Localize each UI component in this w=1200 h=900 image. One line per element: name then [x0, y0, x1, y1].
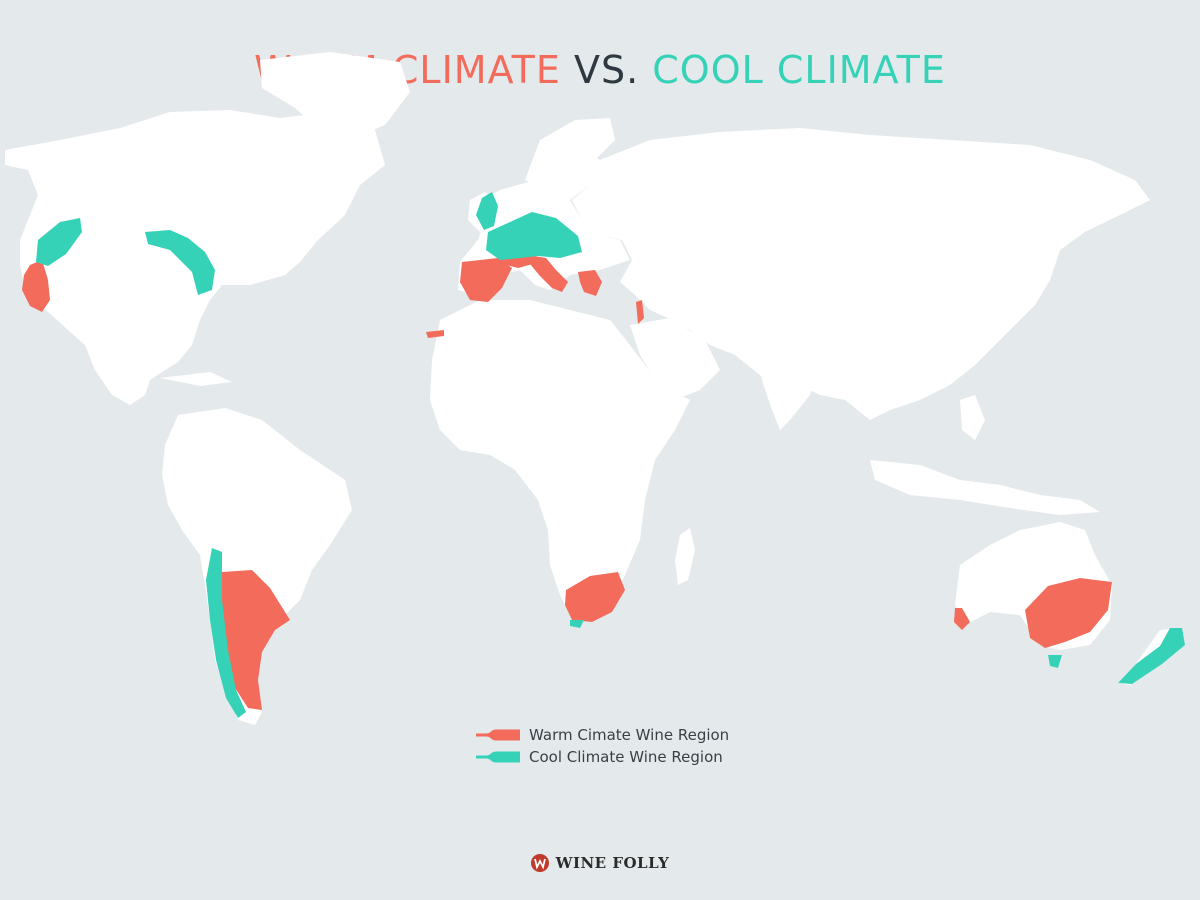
wine-folly-logo-icon — [530, 854, 549, 872]
cool-region-england — [476, 192, 498, 230]
warm-region-south-east-australia — [1025, 578, 1112, 648]
legend-item-cool: Cool Climate Wine Region — [476, 746, 729, 768]
legend-warm-label: Warm Cimate Wine Region — [529, 726, 730, 744]
warm-region-canary-islands — [426, 330, 444, 338]
warm-region-spain — [460, 258, 512, 302]
landmass-india — [760, 345, 820, 430]
warm-region-argentina — [218, 570, 290, 710]
landmass-indonesia — [870, 460, 1100, 515]
landmass-asia — [572, 128, 1150, 420]
title-cool: COOL CLIMATE — [652, 48, 946, 92]
landmass-south-america — [162, 408, 352, 725]
warm-region-western-australia — [954, 608, 970, 630]
landmass-arabia — [630, 318, 720, 400]
landmass-scandinavia — [525, 118, 615, 190]
cool-region-northern-france-germany — [486, 212, 582, 260]
bottle-icon-cool — [476, 751, 520, 763]
landmass-greenland — [260, 52, 410, 142]
warm-region-south-africa — [565, 572, 625, 622]
warm-region-italy — [530, 256, 568, 292]
legend-cool-label: Cool Climate Wine Region — [529, 748, 723, 766]
warm-region-california — [22, 260, 50, 312]
title-vs: VS. — [573, 48, 640, 92]
cool-region-tasmania — [1048, 655, 1062, 668]
cool-region-great-lakes — [145, 230, 215, 295]
brand: WINE FOLLY — [0, 854, 1200, 872]
landmass-africa — [430, 300, 690, 620]
landmass-madagascar — [675, 528, 695, 585]
cool-region-western-cape — [570, 620, 584, 628]
landmass-japan — [1025, 230, 1058, 290]
landmass-philippines — [960, 395, 985, 440]
warm-region-israel — [636, 300, 644, 324]
legend: Warm Cimate Wine Region Cool Climate Win… — [476, 724, 729, 768]
bottle-icon-warm — [476, 729, 520, 741]
cool-region-oregon-washington — [36, 218, 82, 266]
brand-name: WINE FOLLY — [555, 854, 670, 872]
cool-region-chile — [206, 548, 246, 718]
cool-region-new-zealand — [1118, 628, 1185, 684]
legend-item-warm: Warm Cimate Wine Region — [476, 724, 729, 746]
landmass-caribbean — [160, 372, 232, 386]
warm-region-greece — [578, 270, 602, 296]
